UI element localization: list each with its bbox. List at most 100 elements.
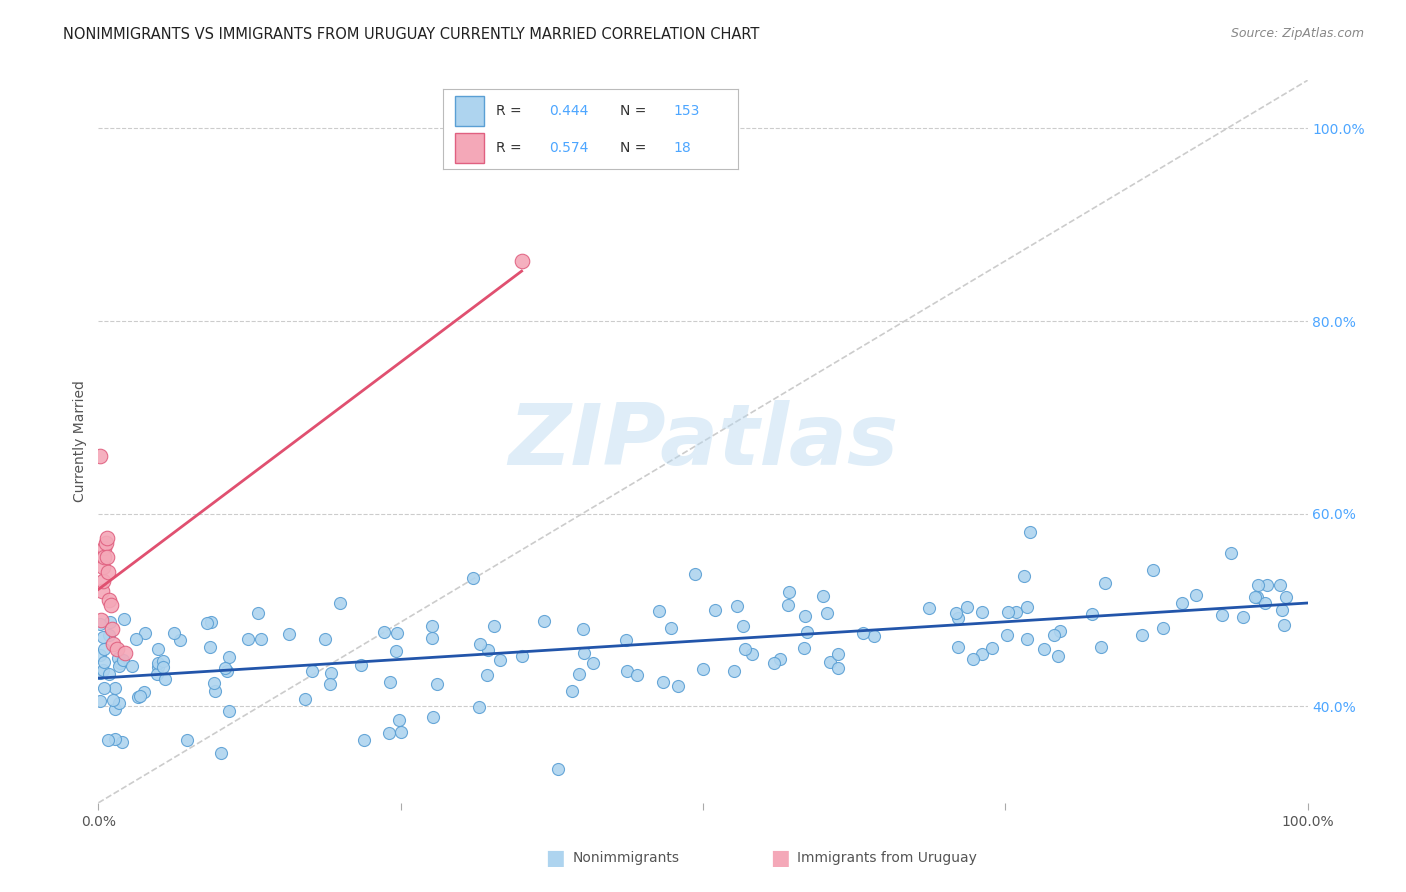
Point	[1043, 628, 1066, 642]
Point	[1246, 590, 1268, 604]
Point	[1152, 621, 1174, 635]
Point	[202, 676, 225, 690]
Point	[972, 605, 994, 619]
Point	[616, 664, 638, 678]
Point	[796, 624, 818, 639]
Point	[146, 642, 169, 657]
Point	[948, 640, 970, 655]
Point	[1094, 575, 1116, 590]
Point	[89, 694, 111, 708]
Point	[100, 623, 122, 637]
Point	[1049, 624, 1071, 639]
Point	[626, 668, 648, 682]
Point	[197, 616, 219, 631]
Point	[1211, 608, 1233, 623]
Point	[1272, 618, 1295, 632]
Point	[93, 550, 115, 565]
Point	[1046, 648, 1069, 663]
Point	[155, 672, 177, 686]
Point	[89, 666, 111, 681]
Point	[98, 627, 121, 641]
Point	[146, 667, 169, 681]
Point	[108, 696, 131, 710]
Text: ZIPatlas: ZIPatlas	[508, 400, 898, 483]
Point	[373, 625, 395, 640]
Point	[176, 732, 198, 747]
Text: N =: N =	[620, 103, 651, 118]
Point	[489, 653, 512, 667]
Point	[1005, 605, 1028, 619]
Point	[815, 606, 838, 620]
Point	[734, 641, 756, 656]
Point	[112, 612, 135, 626]
Point	[741, 647, 763, 661]
Point	[247, 606, 270, 620]
Point	[827, 648, 849, 662]
Point	[91, 663, 114, 677]
Point	[388, 714, 411, 728]
Point	[561, 683, 583, 698]
Point	[794, 608, 817, 623]
Point	[1142, 564, 1164, 578]
Point	[997, 605, 1019, 619]
Bar	[454, 95, 484, 126]
Point	[703, 603, 725, 617]
Point	[1090, 640, 1112, 654]
Text: Source: ZipAtlas.com: Source: ZipAtlas.com	[1230, 27, 1364, 40]
Point	[946, 611, 969, 625]
Point	[114, 647, 136, 661]
Point	[475, 667, 498, 681]
Point	[134, 685, 156, 699]
Point	[574, 647, 596, 661]
Point	[533, 615, 555, 629]
Point	[582, 656, 605, 670]
Point	[1256, 578, 1278, 592]
Point	[851, 626, 873, 640]
Point	[389, 724, 412, 739]
Point	[103, 702, 125, 716]
Point	[96, 531, 118, 545]
Point	[385, 626, 408, 640]
Point	[107, 658, 129, 673]
Y-axis label: Currently Married: Currently Married	[73, 381, 87, 502]
Point	[250, 632, 273, 646]
Point	[152, 654, 174, 668]
Point	[426, 677, 449, 691]
Point	[956, 600, 979, 615]
Point	[1244, 591, 1267, 605]
Point	[319, 665, 342, 680]
Point	[198, 640, 221, 654]
Point	[89, 449, 111, 463]
Point	[614, 633, 637, 648]
Point	[1081, 607, 1104, 621]
Point	[218, 650, 240, 665]
Point	[385, 644, 408, 658]
Point	[101, 637, 124, 651]
Point	[98, 667, 121, 681]
Point	[1017, 632, 1039, 646]
Point	[214, 661, 236, 675]
Point	[349, 657, 371, 672]
Point	[93, 655, 115, 669]
Text: 0.574: 0.574	[550, 141, 589, 155]
Point	[468, 637, 491, 651]
Text: 18: 18	[673, 141, 690, 155]
Point	[970, 648, 993, 662]
Point	[1247, 577, 1270, 591]
Text: Nonimmigrants: Nonimmigrants	[572, 851, 679, 865]
Point	[91, 559, 114, 574]
Point	[733, 618, 755, 632]
Point	[94, 535, 117, 549]
Text: ■: ■	[546, 848, 565, 868]
Text: 0.444: 0.444	[550, 103, 589, 118]
Point	[995, 628, 1018, 642]
Point	[420, 619, 443, 633]
Point	[319, 676, 342, 690]
Point	[97, 733, 120, 747]
Point	[769, 652, 792, 666]
Point	[648, 604, 671, 618]
Point	[1185, 588, 1208, 602]
Point	[125, 632, 148, 647]
Point	[353, 733, 375, 747]
Point	[127, 690, 149, 704]
